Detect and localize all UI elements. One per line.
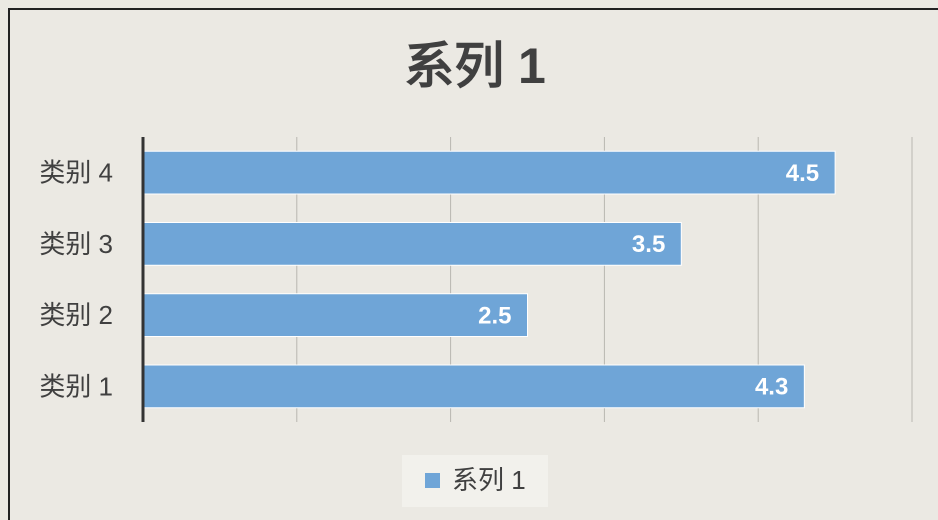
chart-border (8, 8, 938, 520)
bar (142, 293, 528, 337)
chart-title: 系列 1 (404, 38, 546, 94)
data-label: 4.3 (755, 374, 788, 401)
data-label: 3.5 (632, 231, 665, 258)
data-label: 2.5 (478, 302, 511, 329)
y-tick-label: 类别 1 (39, 371, 113, 401)
bar (142, 150, 836, 195)
bar (142, 364, 805, 409)
y-tick-label: 类别 3 (39, 229, 113, 259)
legend-label: 系列 1 (452, 465, 526, 495)
y-tick-label: 类别 4 (39, 158, 113, 188)
y-tick-label: 类别 2 (39, 300, 113, 330)
data-label: 4.5 (786, 160, 819, 187)
bar (142, 222, 682, 266)
legend-swatch (425, 473, 440, 488)
